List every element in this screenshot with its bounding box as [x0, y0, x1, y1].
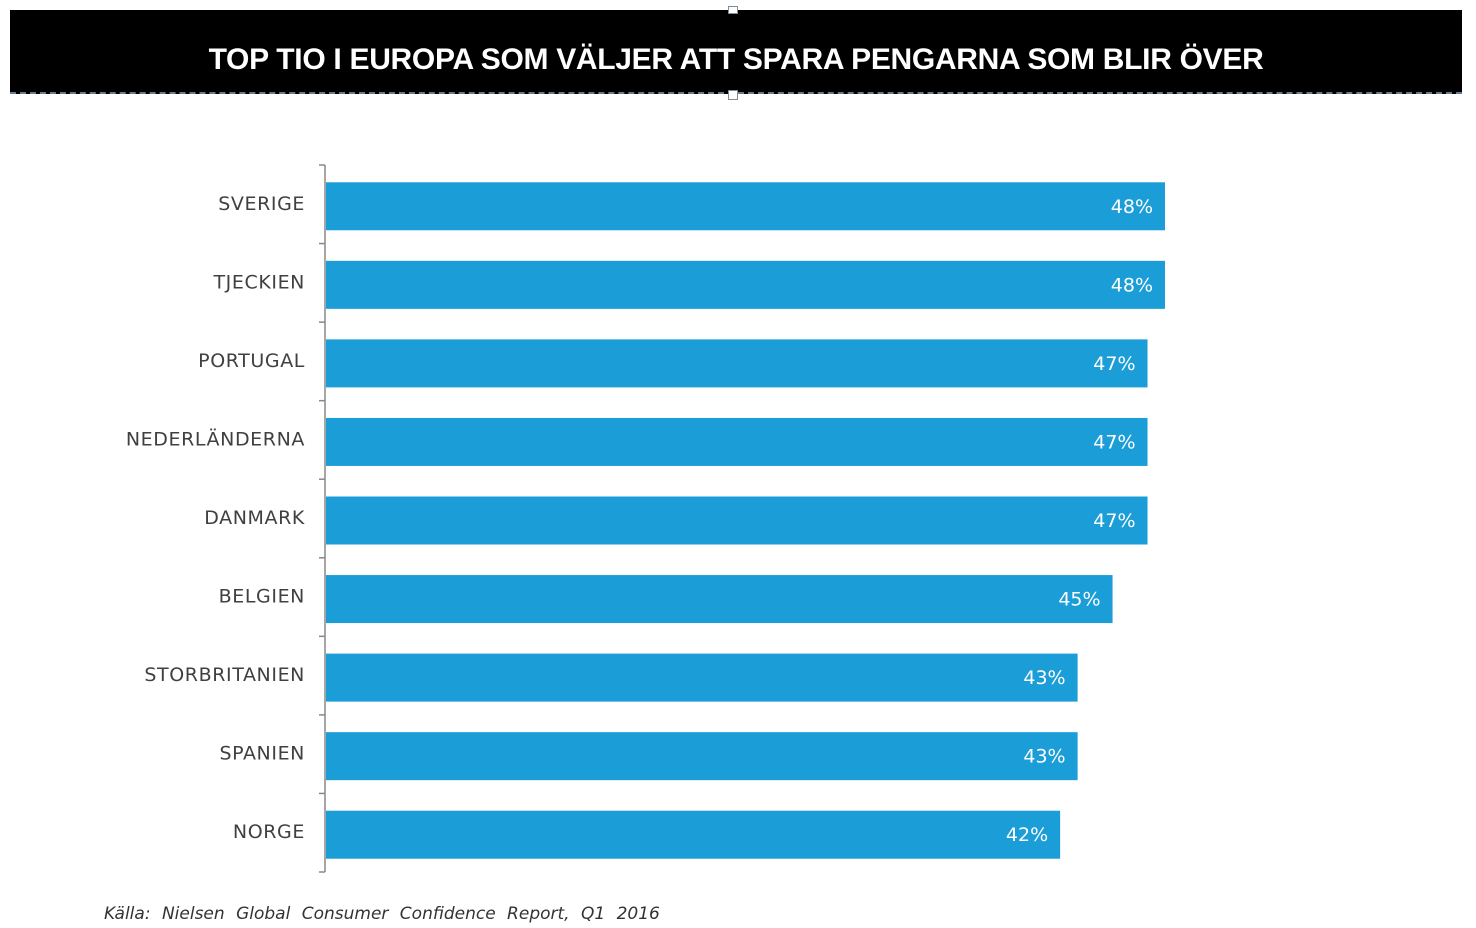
bar-chart: SVERIGE 48% TJECKIEN 48% PORTUGAL 47% NEDERLÄN… [126, 164, 1165, 873]
category-label: PORTUGAL [198, 350, 305, 372]
category-label: TJECKIEN [212, 271, 305, 293]
category-label: STORBRITANIEN [144, 664, 305, 686]
data-label: 43% [1023, 746, 1065, 768]
data-label: 47% [1093, 431, 1135, 453]
category-label: BELGIEN [219, 586, 305, 608]
data-label: 48% [1111, 196, 1153, 218]
bar-nederländerna [326, 417, 1148, 466]
resize-handle-top[interactable] [728, 6, 738, 14]
category-label: NORGE [233, 821, 305, 843]
data-label: 45% [1058, 589, 1100, 611]
bar-belgien [326, 575, 1113, 624]
data-label: 47% [1093, 353, 1135, 375]
data-label: 48% [1111, 274, 1153, 296]
category-label: NEDERLÄNDERNA [126, 427, 305, 450]
bar-spanien [326, 732, 1078, 781]
chart-title: TOP TIO I EUROPA SOM VÄLJER ATT SPARA PE… [208, 43, 1264, 76]
category-label: SVERIGE [218, 193, 305, 215]
bar-portugal [326, 339, 1148, 388]
data-label: 43% [1023, 667, 1065, 689]
bar-tjeckien [326, 260, 1165, 309]
source-note: Källa: Nielsen Global Consumer Confidenc… [104, 904, 660, 924]
data-label: 47% [1093, 510, 1135, 532]
category-label: SPANIEN [219, 743, 305, 765]
resize-handle-bottom[interactable] [728, 90, 738, 100]
bar-storbritanien [326, 653, 1078, 702]
chart-title-bar: TOP TIO I EUROPA SOM VÄLJER ATT SPARA PE… [10, 10, 1462, 94]
category-label: DANMARK [204, 507, 305, 529]
bar-danmark [326, 496, 1148, 545]
data-label: 42% [1006, 824, 1048, 846]
bar-norge [326, 810, 1061, 859]
bar-sverige [326, 182, 1165, 231]
